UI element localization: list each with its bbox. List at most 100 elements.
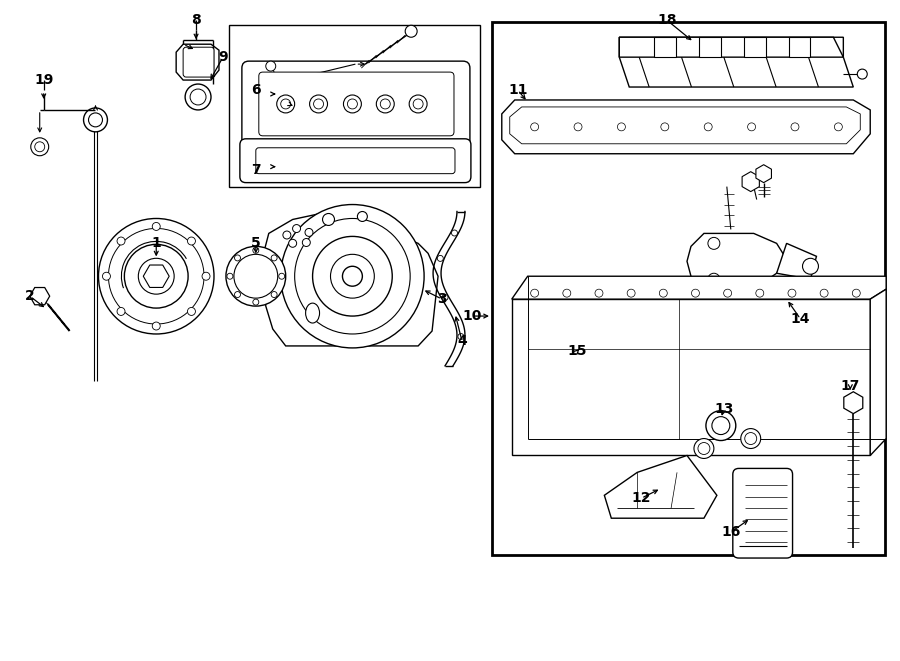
Text: 2: 2 xyxy=(25,289,34,303)
Circle shape xyxy=(302,239,310,247)
Circle shape xyxy=(139,258,175,294)
Circle shape xyxy=(279,273,284,279)
Circle shape xyxy=(858,69,868,79)
FancyBboxPatch shape xyxy=(242,61,470,147)
Circle shape xyxy=(834,123,842,131)
Polygon shape xyxy=(619,37,853,87)
Text: 11: 11 xyxy=(508,83,527,97)
Circle shape xyxy=(283,231,291,239)
Polygon shape xyxy=(777,243,816,279)
FancyBboxPatch shape xyxy=(256,148,455,174)
Polygon shape xyxy=(604,455,717,518)
FancyBboxPatch shape xyxy=(491,22,886,555)
Circle shape xyxy=(310,95,328,113)
Polygon shape xyxy=(512,276,886,299)
Circle shape xyxy=(84,108,107,132)
Circle shape xyxy=(694,438,714,459)
Circle shape xyxy=(706,410,736,440)
Text: 19: 19 xyxy=(34,73,53,87)
Circle shape xyxy=(187,307,195,315)
Circle shape xyxy=(266,61,275,71)
Circle shape xyxy=(271,292,277,297)
Circle shape xyxy=(235,255,240,261)
Polygon shape xyxy=(502,100,870,154)
Circle shape xyxy=(226,247,285,306)
Circle shape xyxy=(227,273,233,279)
Text: 15: 15 xyxy=(568,344,587,358)
Circle shape xyxy=(803,258,818,274)
Circle shape xyxy=(152,223,160,231)
Circle shape xyxy=(202,272,210,280)
Circle shape xyxy=(745,432,757,444)
FancyBboxPatch shape xyxy=(743,37,766,57)
Circle shape xyxy=(661,123,669,131)
Circle shape xyxy=(442,295,448,301)
Circle shape xyxy=(322,214,335,225)
Circle shape xyxy=(185,84,211,110)
Text: 18: 18 xyxy=(657,13,677,27)
Circle shape xyxy=(117,307,125,315)
Circle shape xyxy=(405,25,417,37)
Circle shape xyxy=(88,113,103,127)
FancyBboxPatch shape xyxy=(183,47,214,77)
Circle shape xyxy=(531,123,538,131)
Ellipse shape xyxy=(306,303,319,323)
Polygon shape xyxy=(263,214,438,346)
Text: 1: 1 xyxy=(151,237,161,251)
Circle shape xyxy=(294,219,410,334)
Circle shape xyxy=(124,245,188,308)
FancyBboxPatch shape xyxy=(699,37,721,57)
Text: 4: 4 xyxy=(457,334,467,348)
Text: 5: 5 xyxy=(251,237,261,251)
Circle shape xyxy=(305,229,313,237)
Circle shape xyxy=(410,95,427,113)
Circle shape xyxy=(452,230,457,236)
Text: 12: 12 xyxy=(632,491,651,505)
Text: 14: 14 xyxy=(791,312,810,326)
Circle shape xyxy=(35,142,45,152)
Text: 10: 10 xyxy=(463,309,482,323)
FancyBboxPatch shape xyxy=(788,37,811,57)
Circle shape xyxy=(312,237,392,316)
Circle shape xyxy=(572,329,591,349)
Text: 13: 13 xyxy=(715,402,733,416)
Circle shape xyxy=(117,237,125,245)
Polygon shape xyxy=(619,37,843,57)
Circle shape xyxy=(708,273,720,285)
Text: 8: 8 xyxy=(191,13,201,27)
Polygon shape xyxy=(176,44,219,80)
Circle shape xyxy=(108,229,204,324)
Polygon shape xyxy=(687,233,787,289)
Circle shape xyxy=(712,416,730,434)
Polygon shape xyxy=(512,299,870,455)
Circle shape xyxy=(376,95,394,113)
Circle shape xyxy=(437,255,444,261)
Circle shape xyxy=(574,123,582,131)
Text: 3: 3 xyxy=(437,292,446,306)
Circle shape xyxy=(820,289,828,297)
Circle shape xyxy=(281,204,424,348)
Circle shape xyxy=(31,137,49,156)
Text: 9: 9 xyxy=(218,50,228,64)
Circle shape xyxy=(741,428,760,449)
Text: 7: 7 xyxy=(251,163,261,176)
Circle shape xyxy=(152,322,160,330)
Text: 17: 17 xyxy=(841,379,860,393)
Polygon shape xyxy=(143,265,169,288)
Circle shape xyxy=(292,225,301,233)
Circle shape xyxy=(595,289,603,297)
Circle shape xyxy=(190,89,206,105)
FancyBboxPatch shape xyxy=(240,139,471,182)
Circle shape xyxy=(660,289,667,297)
Circle shape xyxy=(756,289,764,297)
Circle shape xyxy=(253,247,259,253)
Circle shape xyxy=(271,255,277,261)
Circle shape xyxy=(627,289,635,297)
Circle shape xyxy=(344,95,362,113)
Polygon shape xyxy=(870,289,886,455)
Circle shape xyxy=(289,239,297,247)
Circle shape xyxy=(698,442,710,455)
Circle shape xyxy=(234,254,278,298)
Circle shape xyxy=(235,292,240,297)
Circle shape xyxy=(413,99,423,109)
